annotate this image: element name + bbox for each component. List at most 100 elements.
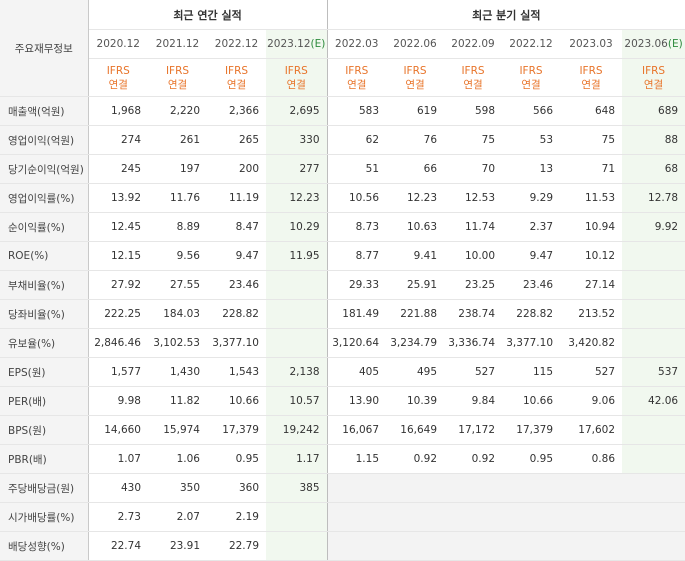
- quarter-value-cell: 9.92: [622, 212, 685, 242]
- annual-value-cell: 2,138: [266, 357, 328, 387]
- quarter-value-cell: [502, 502, 561, 532]
- quarter-value-cell: 583: [326, 96, 387, 126]
- table-row: 배당성향(%) 22.74 23.91 22.79: [0, 531, 685, 561]
- ifrs-header: IFRS 연결: [444, 58, 503, 97]
- quarter-value-cell: 527: [444, 357, 503, 387]
- annual-value-cell: 12.15: [88, 241, 148, 271]
- annual-value-cell: 23.91: [148, 531, 207, 561]
- quarter-value-cell: 405: [326, 357, 387, 387]
- annual-value-cell: 0.95: [207, 444, 266, 474]
- quarter-value-cell: 2.37: [502, 212, 561, 242]
- quarter-value-cell: [386, 473, 445, 503]
- row-label: 배당성향(%): [0, 531, 89, 561]
- annual-value-cell: 277: [266, 154, 328, 184]
- annual-value-cell: 14,660: [88, 415, 148, 445]
- annual-value-cell: 12.23: [266, 183, 328, 213]
- quarter-value-cell: 10.94: [560, 212, 623, 242]
- row-label: 매출액(억원): [0, 96, 89, 126]
- annual-value-cell: 23.46: [207, 270, 266, 300]
- quarter-value-cell: 17,602: [560, 415, 623, 445]
- quarter-value-cell: [326, 531, 387, 561]
- quarter-value-cell: 27.14: [560, 270, 623, 300]
- quarter-value-cell: 25.91: [386, 270, 445, 300]
- period-header: 2023.03: [560, 29, 623, 59]
- row-label: 부채비율(%): [0, 270, 89, 300]
- annual-value-cell: 9.98: [88, 386, 148, 416]
- quarter-value-cell: [622, 241, 685, 271]
- period-header: 2021.12: [148, 29, 207, 59]
- quarter-value-cell: [560, 531, 623, 561]
- annual-value-cell: 10.29: [266, 212, 328, 242]
- period-label: 2022.09: [451, 38, 495, 50]
- quarter-value-cell: 689: [622, 96, 685, 126]
- annual-value-cell: 245: [88, 154, 148, 184]
- quarter-value-cell: 10.56: [326, 183, 387, 213]
- quarter-value-cell: 228.82: [502, 299, 561, 329]
- quarter-value-cell: 16,649: [386, 415, 445, 445]
- quarter-value-cell: 8.77: [326, 241, 387, 271]
- row-label-header: 주요재무정보: [0, 0, 89, 97]
- row-label: 유보율(%): [0, 328, 89, 358]
- quarter-value-cell: 648: [560, 96, 623, 126]
- annual-value-cell: 2.19: [207, 502, 266, 532]
- annual-value-cell: 27.92: [88, 270, 148, 300]
- annual-value-cell: 11.82: [148, 386, 207, 416]
- annual-value-cell: 15,974: [148, 415, 207, 445]
- quarter-value-cell: 0.92: [386, 444, 445, 474]
- period-header: 2022.03: [326, 29, 387, 59]
- quarter-value-cell: 13: [502, 154, 561, 184]
- quarter-value-cell: 9.47: [502, 241, 561, 271]
- annual-value-cell: 350: [148, 473, 207, 503]
- annual-value-cell: 330: [266, 125, 328, 155]
- row-label: 시가배당률(%): [0, 502, 89, 532]
- annual-value-cell: 228.82: [207, 299, 266, 329]
- period-label: 2020.12: [96, 38, 140, 50]
- annual-value-cell: 2.07: [148, 502, 207, 532]
- period-header: 2022.06: [386, 29, 445, 59]
- quarter-value-cell: [444, 473, 503, 503]
- quarter-value-cell: 10.00: [444, 241, 503, 271]
- quarter-value-cell: 9.41: [386, 241, 445, 271]
- annual-value-cell: 13.92: [88, 183, 148, 213]
- quarter-value-cell: [560, 473, 623, 503]
- table-row: 영업이익(억원) 274 261 265 330 62 76 75 53 75 88: [0, 125, 685, 155]
- quarter-value-cell: 75: [560, 125, 623, 155]
- ifrs-header: IFRS 연결: [207, 58, 266, 97]
- quarter-value-cell: 9.29: [502, 183, 561, 213]
- table-row: 부채비율(%) 27.92 27.55 23.46 29.33 25.91 23.25 23.…: [0, 270, 685, 300]
- annual-value-cell: 8.89: [148, 212, 207, 242]
- estimate-tag: (E): [310, 38, 326, 50]
- quarter-value-cell: [326, 502, 387, 532]
- quarter-value-cell: 10.63: [386, 212, 445, 242]
- annual-value-cell: 385: [266, 473, 328, 503]
- annual-value-cell: 261: [148, 125, 207, 155]
- quarter-value-cell: 527: [560, 357, 623, 387]
- period-label: 2023.12: [267, 38, 311, 50]
- ifrs-label: IFRS: [642, 64, 666, 77]
- annual-value-cell: 2,366: [207, 96, 266, 126]
- quarter-value-cell: 16,067: [326, 415, 387, 445]
- annual-value-cell: 222.25: [88, 299, 148, 329]
- quarter-value-cell: 12.23: [386, 183, 445, 213]
- ifrs-label: IFRS: [165, 64, 190, 77]
- quarter-value-cell: 9.84: [444, 386, 503, 416]
- row-label: PBR(배): [0, 444, 89, 474]
- quarter-value-cell: 68: [622, 154, 685, 184]
- annual-value-cell: 9.47: [207, 241, 266, 271]
- ifrs-label: IFRS: [106, 64, 130, 77]
- annual-value-cell: 265: [207, 125, 266, 155]
- table-row: 주당배당금(원) 430 350 360 385: [0, 473, 685, 503]
- quarter-value-cell: 51: [326, 154, 387, 184]
- table-row: EPS(원) 1,577 1,430 1,543 2,138 405 495 527 115 52…: [0, 357, 685, 387]
- ifrs-header: IFRS 연결: [502, 58, 561, 97]
- table-row: PBR(배) 1.07 1.06 0.95 1.17 1.15 0.92 0.92 0.95 0.…: [0, 444, 685, 474]
- quarter-value-cell: [444, 531, 503, 561]
- annual-value-cell: 1,430: [148, 357, 207, 387]
- annual-value-cell: 22.79: [207, 531, 266, 561]
- ifrs-header-row: IFRS 연결 IFRS 연결 IFRS 연결 IFRS 연결 IFRS 연결 IFRS 연결 IFRS…: [0, 58, 685, 97]
- period-header: 2022.12: [502, 29, 561, 59]
- row-label: BPS(원): [0, 415, 89, 445]
- table-row: BPS(원) 14,660 15,974 17,379 19,242 16,067 16,6…: [0, 415, 685, 445]
- annual-value-cell: 8.47: [207, 212, 266, 242]
- annual-value-cell: 1.17: [266, 444, 328, 474]
